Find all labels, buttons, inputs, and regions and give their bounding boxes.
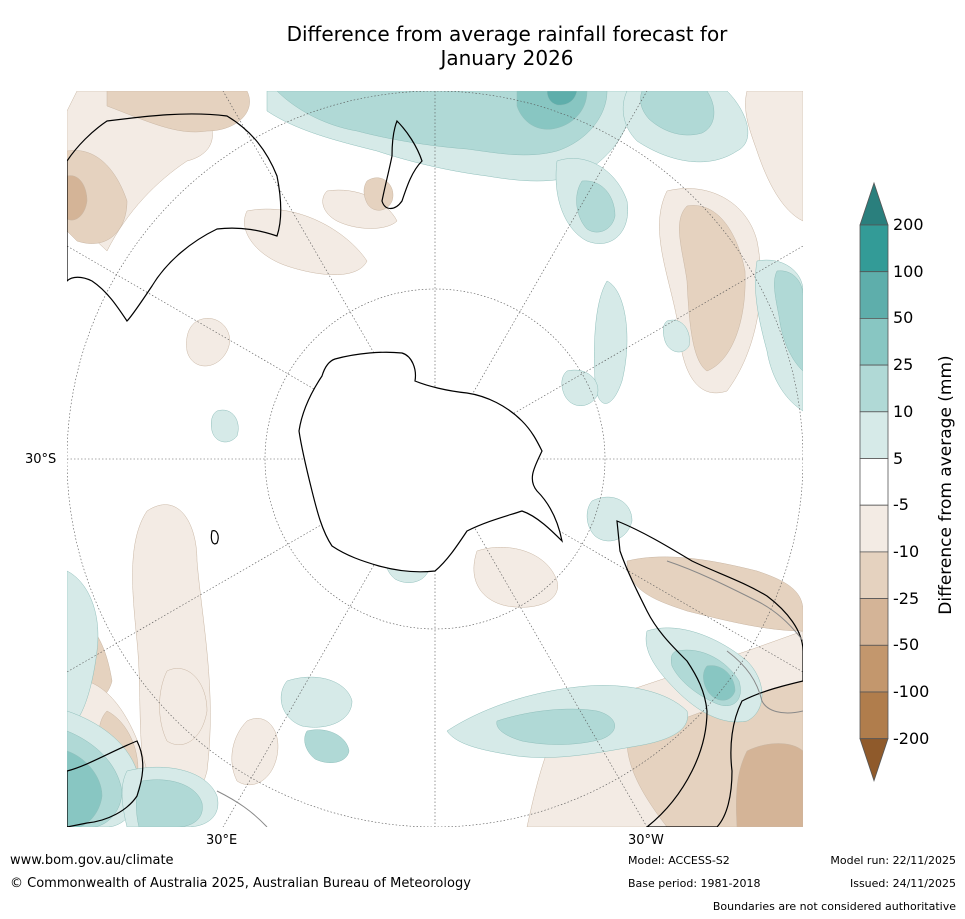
colorbar-band: [859, 271, 889, 319]
colorbar: [859, 181, 889, 782]
map-title-line-2: January 2026: [440, 46, 574, 70]
colorbar-band: [859, 691, 889, 740]
map-title-line-1: Difference from average rainfall forecas…: [286, 22, 728, 46]
footer-issued: Issued: 24/11/2025: [849, 877, 956, 890]
latitude-label-30s: 30°S: [25, 452, 57, 467]
longitude-label-30w: 30°W: [628, 833, 664, 848]
footer-url[interactable]: www.bom.gov.au/climate: [10, 853, 174, 868]
australia-coast: [67, 113, 282, 322]
colorbar-band: [859, 598, 889, 646]
colorbar-band: [859, 458, 889, 506]
country-borders: [216, 560, 803, 827]
colorbar-tick-label: -100: [893, 682, 930, 701]
colorbar-extend-top: [859, 181, 889, 226]
new-zealand-coast: [381, 119, 423, 210]
colorbar-band: [859, 644, 889, 693]
colorbar-band: [859, 317, 889, 366]
coastlines: [67, 113, 803, 827]
colorbar-tick-label: -5: [893, 495, 909, 515]
colorbar-tick-label: -50: [893, 635, 920, 655]
colorbar-tick-label: -10: [893, 541, 920, 561]
madagascar-coast: [210, 530, 219, 545]
colorbar-tick-label: -200: [893, 728, 930, 748]
colorbar-extend-bottom: [859, 738, 889, 782]
colorbar-band: [859, 411, 889, 459]
colorbar-tick-label: 200: [893, 215, 924, 234]
footer-disclaimer: Boundaries are not considered authoritat…: [712, 900, 956, 913]
colorbar-tick-label: -25: [893, 588, 920, 608]
colorbar-tick-label: 50: [893, 308, 914, 328]
colorbar-tick-label: 100: [893, 261, 924, 281]
footer-model: Model: ACCESS-S2: [628, 854, 730, 867]
south-america-coast: [616, 520, 803, 827]
colorbar-tick-label: 25: [893, 355, 914, 375]
colorbar-band: [859, 551, 889, 599]
rainfall-map: [67, 91, 803, 827]
africa-coast: [67, 740, 144, 827]
colorbar-title: Difference from average (mm): [936, 355, 956, 615]
colorbar-band: [859, 504, 889, 553]
footer-copyright: © Commonwealth of Australia 2025, Austra…: [10, 876, 471, 891]
colorbar-band: [859, 224, 889, 273]
colorbar-tick-label: 5: [893, 448, 904, 468]
colorbar-band: [859, 364, 889, 413]
antarctica-coast: [298, 351, 563, 573]
footer-model-run: Model run: 22/11/2025: [830, 854, 956, 867]
colorbar-tick-label: 10: [893, 401, 914, 421]
wet-anomaly-regions: [67, 91, 803, 827]
longitude-label-30e: 30°E: [206, 833, 238, 848]
footer-base-period: Base period: 1981-2018: [628, 877, 761, 890]
